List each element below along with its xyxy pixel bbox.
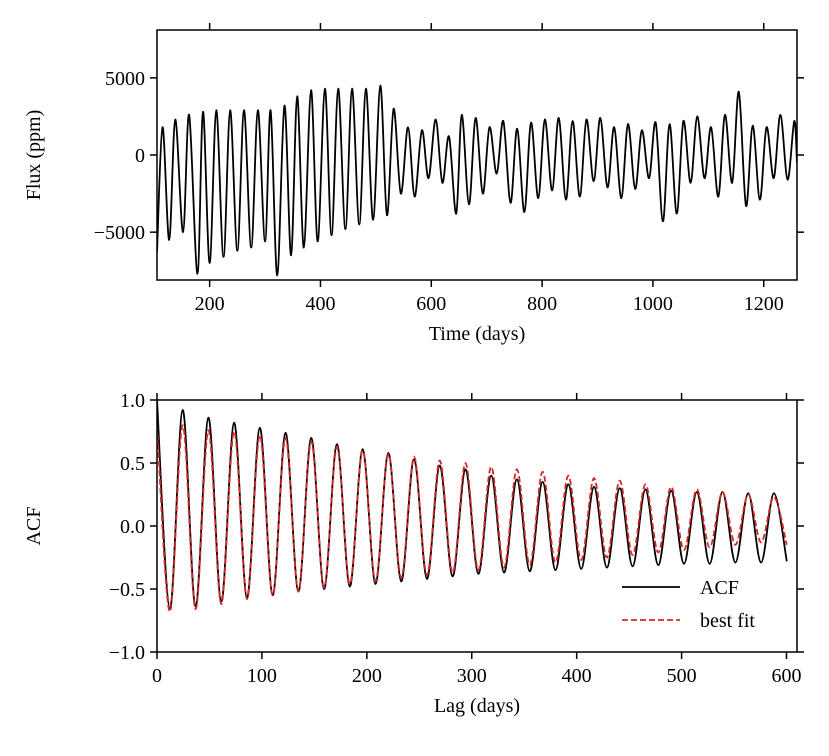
y-tick-label: 0 bbox=[135, 145, 145, 167]
x-tick-label: 100 bbox=[247, 665, 277, 687]
x-tick-label: 600 bbox=[416, 293, 446, 315]
x-axis-label: Lag (days) bbox=[434, 695, 520, 717]
x-tick-label: 1200 bbox=[744, 293, 784, 315]
series-line bbox=[157, 424, 788, 613]
x-tick-label: 500 bbox=[667, 665, 697, 687]
x-tick-label: 1000 bbox=[633, 293, 673, 315]
x-tick-label: 200 bbox=[195, 293, 225, 315]
y-axis-label: Flux (ppm) bbox=[23, 110, 45, 201]
y-tick-label: −1.0 bbox=[109, 642, 145, 664]
legend-label: ACF bbox=[700, 577, 739, 599]
y-axis-label: ACF bbox=[23, 507, 45, 546]
x-axis-label: Time (days) bbox=[429, 323, 525, 345]
y-tick-label: 0.0 bbox=[120, 516, 145, 538]
x-tick-label: 800 bbox=[527, 293, 557, 315]
y-tick-label: 1.0 bbox=[120, 390, 145, 412]
x-tick-label: 300 bbox=[457, 665, 487, 687]
series-line bbox=[157, 400, 788, 611]
y-tick-label: −0.5 bbox=[109, 579, 145, 601]
x-tick-label: 400 bbox=[562, 665, 592, 687]
x-tick-label: 600 bbox=[772, 665, 802, 687]
y-tick-label: 0.5 bbox=[120, 453, 145, 475]
y-tick-label: −5000 bbox=[94, 222, 145, 244]
y-tick-label: 5000 bbox=[105, 68, 145, 90]
series-line bbox=[157, 84, 797, 277]
legend-label: best fit bbox=[700, 610, 755, 632]
x-tick-label: 400 bbox=[305, 293, 335, 315]
axes-frame bbox=[156, 399, 798, 653]
x-tick-label: 200 bbox=[352, 665, 382, 687]
x-tick-label: 0 bbox=[152, 665, 162, 687]
axes-frame bbox=[156, 29, 798, 281]
